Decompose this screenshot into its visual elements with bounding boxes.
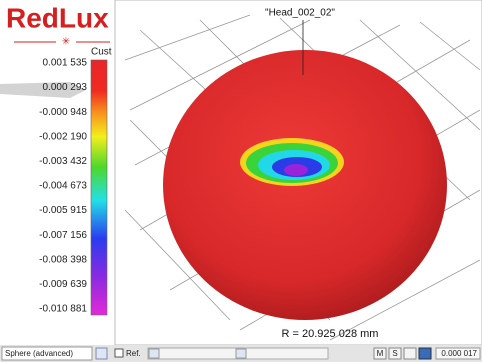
- logo: RedLux: [6, 2, 109, 33]
- scale-label: -0.009 639: [39, 279, 87, 290]
- value-text: 0.000 017: [441, 349, 477, 358]
- ref-label: Ref.: [126, 349, 141, 358]
- scale-label: -0.002 190: [39, 131, 87, 142]
- mode-text: Sphere (advanced): [5, 349, 73, 358]
- scale-label: -0.005 915: [39, 205, 87, 216]
- scale-label: -0.000 948: [39, 107, 87, 118]
- deviation-spot: [284, 164, 308, 176]
- scale-label: -0.007 156: [39, 230, 87, 241]
- scale-label: -0.004 673: [39, 181, 87, 192]
- color-bar: [91, 60, 107, 315]
- radius-label: R = 20.925 028 mm: [282, 328, 379, 340]
- logo-star: ✳: [62, 37, 70, 48]
- scroll-left[interactable]: [149, 349, 159, 358]
- scale-label: 0.001 535: [43, 58, 88, 69]
- button-label: M: [377, 349, 384, 358]
- scroll-thumb[interactable]: [236, 349, 246, 358]
- scale-label: -0.010 881: [39, 304, 87, 315]
- toolbar-button[interactable]: [404, 348, 416, 359]
- scale-unit: Cust: [91, 47, 112, 58]
- ref-checkbox[interactable]: [115, 349, 123, 357]
- view-title: "Head_002_02": [265, 8, 335, 19]
- scale-label: 0.000 293: [43, 82, 88, 93]
- button-label: S: [392, 349, 397, 358]
- scale-label: -0.003 432: [39, 156, 87, 167]
- scale-label: -0.008 398: [39, 254, 87, 265]
- dropdown-button[interactable]: [96, 348, 107, 359]
- app-window: RedLux ✳ Cust 0.001 535 0.000 293 -0.000 9…: [0, 0, 482, 362]
- save-button[interactable]: [419, 348, 431, 359]
